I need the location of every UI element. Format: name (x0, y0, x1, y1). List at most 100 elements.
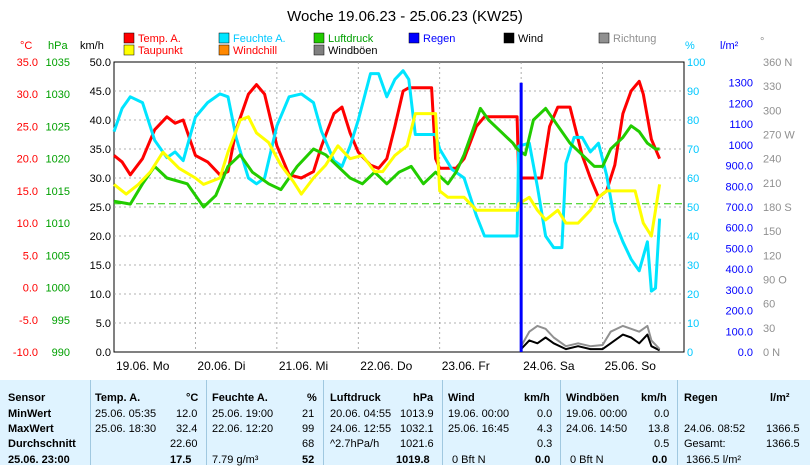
tick-label-temp: 25.0 (17, 121, 38, 133)
tick-label-pressure: 990 (52, 347, 70, 359)
tick-label-speed: 15.0 (90, 260, 111, 272)
unit-direction: ° (760, 36, 764, 48)
min-gust-value: 0.0 (654, 408, 670, 420)
chart-title: Woche 19.06.23 - 25.06.23 (KW25) (287, 8, 523, 25)
legend-label-humidity: Feuchte A. (233, 33, 286, 45)
max-rain-value: 1366.5 (766, 423, 800, 435)
legend-label-temp: Temp. A. (138, 33, 181, 45)
tick-label-percent: 10 (687, 318, 699, 330)
tick-label-speed: 25.0 (90, 202, 111, 214)
tick-label-rain: 100.0 (725, 326, 753, 338)
x-axis-labels: 19.06. Mo 20.06. Di 21.06. Mi 22.06. Do 23.0… (116, 359, 656, 373)
avg-temp-value: 22.60 (170, 438, 198, 450)
header-rain: Regen (684, 392, 718, 404)
unit-pressure: hPa (48, 40, 68, 52)
tick-label-rain: 1000 (729, 140, 753, 152)
legend-label-rain: Regen (423, 33, 455, 45)
tick-label-speed: 5.0 (96, 318, 111, 330)
legend-swatch-wind (503, 32, 515, 44)
max-temp-time: 25.06. 18:30 (95, 423, 157, 435)
axis-ticks: 35.0 30.0 25.0 20.0 15.0 10.0 5.0 0.0 -5.0 -10.0 1… (13, 57, 795, 359)
tick-label-direction: 270 W (763, 130, 795, 142)
tick-label-rain: 300.0 (725, 285, 753, 297)
max-hum-time: 22.06. 12:20 (212, 423, 274, 435)
tick-label-speed: 30.0 (90, 173, 111, 185)
tick-label-percent: 50 (687, 202, 699, 214)
avg-hum-value: 68 (302, 438, 315, 450)
avg-wind-value: 0.3 (537, 438, 553, 450)
max-rain-time: 24.06. 08:52 (684, 423, 746, 435)
tick-label-direction: 240 (763, 154, 781, 166)
header-wind-unit: km/h (524, 392, 550, 404)
tick-label-temp: 0.0 (23, 283, 38, 295)
current-press-value: 1019.8 (396, 454, 430, 466)
max-wind-time: 25.06. 16:45 (448, 423, 510, 435)
header-temp: Temp. A. (95, 392, 141, 404)
unit-speed: km/h (80, 40, 104, 52)
tick-label-speed: 20.0 (90, 231, 111, 243)
tick-label-pressure: 995 (52, 315, 70, 327)
series-layer (112, 69, 662, 352)
series-windb-en (520, 324, 661, 350)
tick-label-percent: 20 (687, 289, 699, 301)
tick-label-percent: 70 (687, 144, 699, 156)
legend-swatch-temp (123, 32, 135, 44)
legend-swatch-humidity (218, 32, 230, 44)
row-label-current: 25.06. 23:00 (8, 454, 70, 466)
tick-label-pressure: 1005 (46, 250, 70, 262)
header-rain-unit: l/m² (770, 392, 790, 404)
tick-label-speed: 45.0 (90, 86, 111, 98)
tick-label-rain: 1100 (729, 119, 753, 131)
tick-label-temp: 15.0 (17, 186, 38, 198)
rain-total-label: Gesamt: (684, 438, 726, 450)
tick-label-percent: 40 (687, 231, 699, 243)
weather-chart: Woche 19.06.23 - 25.06.23 (KW25) Temp. A… (13, 8, 795, 373)
tick-label-temp: 30.0 (17, 89, 38, 101)
tick-label-direction: 30 (763, 323, 775, 335)
min-press-time: 20.06. 04:55 (330, 408, 392, 420)
tick-label-temp: -5.0 (19, 315, 38, 327)
legend-swatch-windchill (218, 44, 230, 56)
x-tick-label: 21.06. Mi (279, 359, 328, 373)
max-gust-value: 13.8 (648, 423, 670, 435)
tick-label-direction: 360 N (763, 57, 792, 69)
tick-label-pressure: 1020 (46, 154, 70, 166)
legend-swatch-rain (408, 32, 420, 44)
x-tick-label: 19.06. Mo (116, 359, 170, 373)
legend-label-pressure: Luftdruck (328, 33, 374, 45)
current-gust-bft: 0 Bft N (570, 454, 604, 466)
header-gust-unit: km/h (641, 392, 667, 404)
tick-label-direction: 150 (763, 226, 781, 238)
tick-label-direction: 210 (763, 178, 781, 190)
x-tick-label: 24.06. Sa (523, 359, 575, 373)
min-temp-value: 12.0 (176, 408, 198, 420)
current-rain: 1366.5 l/m² (686, 454, 742, 466)
tick-label-rain: 400.0 (725, 264, 753, 276)
unit-percent: % (685, 40, 695, 52)
header-pressure: Luftdruck (330, 392, 381, 404)
tick-label-speed: 10.0 (90, 289, 111, 301)
tick-label-speed: 50.0 (90, 57, 111, 69)
tick-label-percent: 0 (687, 347, 693, 359)
avg-press-value: 1021.6 (400, 438, 434, 450)
series-temp-a- (113, 79, 661, 199)
tick-label-percent: 60 (687, 173, 699, 185)
legend-label-direction: Richtung (613, 33, 656, 45)
tick-label-pressure: 1010 (46, 218, 70, 230)
avg-gust-value: 0.5 (654, 438, 670, 450)
legend-swatch-dewpoint (123, 44, 135, 56)
tick-label-rain: 500.0 (725, 243, 753, 255)
row-label-max: MaxWert (8, 423, 54, 435)
series-taupunkt (113, 112, 662, 238)
tick-label-percent: 100 (687, 57, 705, 69)
min-press-value: 1013.9 (400, 408, 434, 420)
tick-label-rain: 800.0 (725, 181, 753, 193)
tick-label-rain: 200.0 (725, 306, 753, 318)
x-tick-label: 25.06. So (605, 359, 657, 373)
tick-label-temp: 5.0 (23, 250, 38, 262)
tick-label-pressure: 1000 (46, 283, 70, 295)
header-wind: Wind (448, 392, 475, 404)
tick-label-speed: 35.0 (90, 144, 111, 156)
current-gust-value: 0.0 (652, 454, 668, 466)
current-abs-humidity: 7.79 g/m³ (212, 454, 259, 466)
